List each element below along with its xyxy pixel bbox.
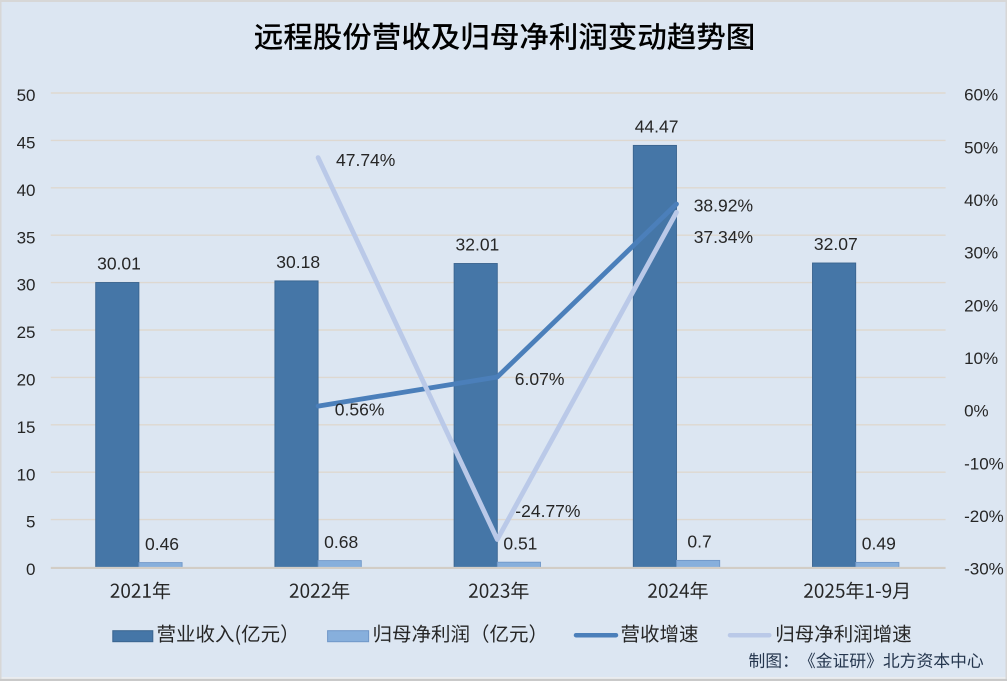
svg-text:30: 30 [17, 276, 36, 295]
svg-text:30.18: 30.18 [276, 252, 320, 272]
svg-text:0.56%: 0.56% [335, 400, 385, 420]
svg-text:0.68: 0.68 [324, 532, 358, 552]
svg-text:47.74%: 47.74% [336, 150, 395, 170]
svg-text:44.47: 44.47 [635, 117, 679, 137]
svg-text:50: 50 [17, 86, 36, 105]
svg-text:0%: 0% [964, 402, 989, 421]
svg-text:40%: 40% [964, 191, 998, 210]
svg-text:35: 35 [17, 228, 36, 247]
svg-text:32.01: 32.01 [456, 235, 500, 255]
svg-text:40: 40 [17, 181, 36, 200]
svg-text:30.01: 30.01 [97, 254, 141, 274]
svg-text:0.49: 0.49 [862, 534, 896, 554]
svg-text:-10%: -10% [964, 454, 1004, 473]
svg-text:0.46: 0.46 [145, 534, 179, 554]
svg-text:37.34%: 37.34% [694, 227, 753, 247]
svg-text:0: 0 [26, 560, 35, 579]
svg-text:25: 25 [17, 323, 36, 342]
svg-text:50%: 50% [964, 138, 998, 157]
svg-text:15: 15 [17, 418, 36, 437]
svg-text:6.07%: 6.07% [515, 369, 565, 389]
svg-text:45: 45 [17, 134, 36, 153]
svg-text:5: 5 [26, 513, 35, 532]
svg-text:-20%: -20% [964, 507, 1004, 526]
svg-text:60%: 60% [964, 86, 998, 105]
svg-text:10%: 10% [964, 349, 998, 368]
svg-text:20: 20 [17, 371, 36, 390]
svg-text:0.7: 0.7 [687, 532, 711, 552]
svg-text:-30%: -30% [964, 560, 1004, 579]
svg-text:10: 10 [17, 465, 36, 484]
svg-text:32.07: 32.07 [814, 234, 858, 254]
svg-text:38.92%: 38.92% [694, 196, 753, 216]
svg-text:0.51: 0.51 [503, 533, 537, 553]
svg-text:-24.77%: -24.77% [515, 501, 580, 521]
svg-text:30%: 30% [964, 244, 998, 263]
svg-text:20%: 20% [964, 296, 998, 315]
